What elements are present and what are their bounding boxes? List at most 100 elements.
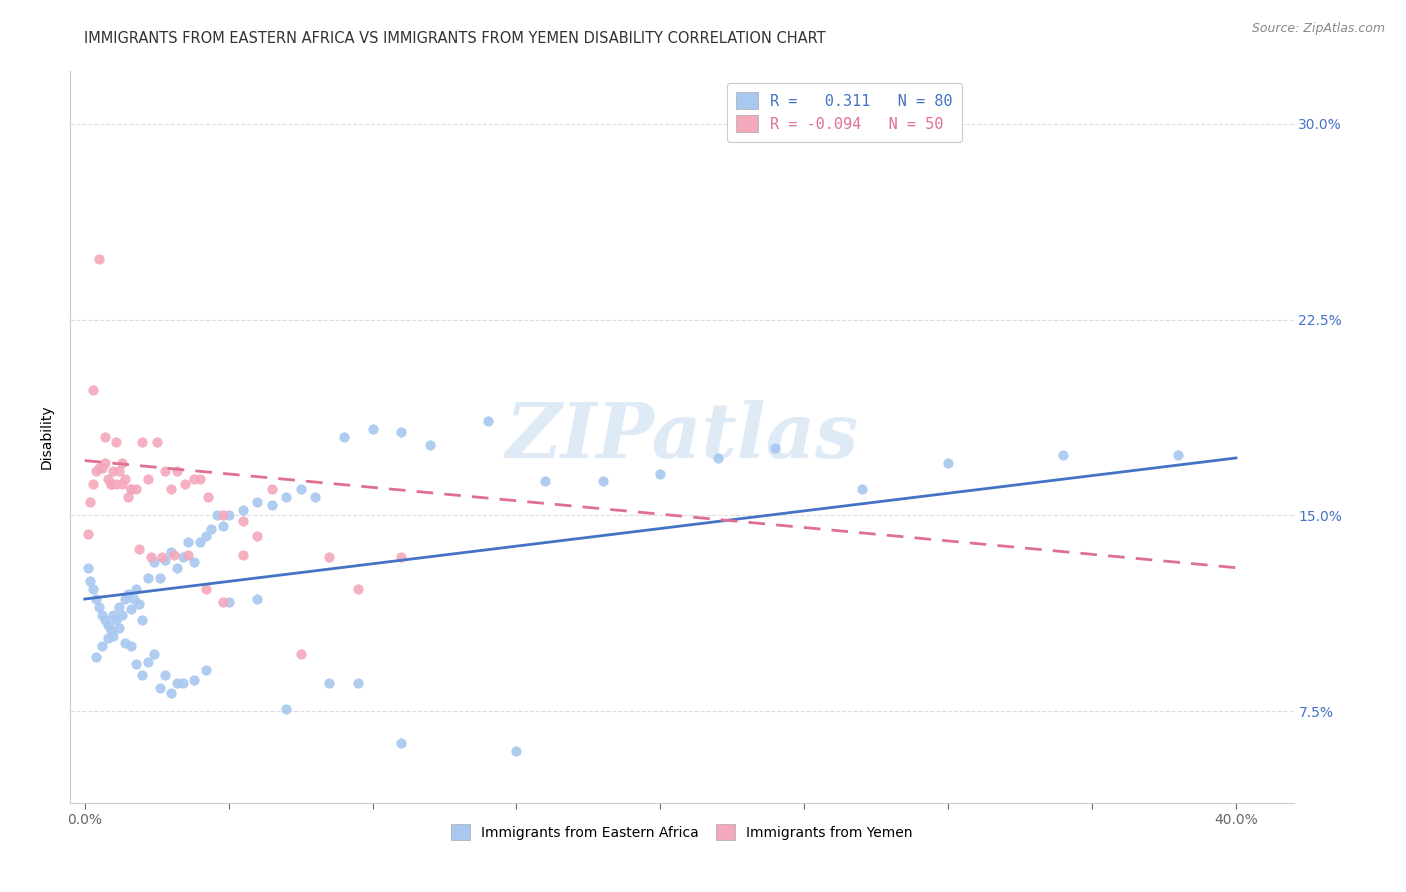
Point bbox=[211, 508, 233, 523]
Point bbox=[97, 632, 120, 646]
Point bbox=[290, 647, 312, 661]
Point bbox=[136, 472, 159, 486]
Point bbox=[211, 594, 233, 608]
Point bbox=[122, 592, 145, 607]
Point bbox=[1167, 449, 1189, 463]
Point bbox=[163, 548, 186, 562]
Point bbox=[97, 472, 120, 486]
Point bbox=[232, 503, 254, 517]
Point bbox=[347, 582, 370, 596]
Point bbox=[205, 508, 228, 523]
Point bbox=[82, 477, 104, 491]
Point bbox=[174, 477, 197, 491]
Point bbox=[108, 464, 131, 478]
Point bbox=[117, 490, 139, 504]
Point bbox=[650, 467, 672, 481]
Point bbox=[91, 607, 114, 622]
Point bbox=[100, 624, 122, 638]
Point bbox=[183, 472, 205, 486]
Point bbox=[361, 422, 384, 436]
Point bbox=[936, 456, 959, 470]
Point bbox=[166, 560, 188, 574]
Point bbox=[100, 477, 122, 491]
Point bbox=[111, 456, 134, 470]
Point bbox=[534, 475, 557, 489]
Point bbox=[160, 686, 183, 700]
Point bbox=[188, 534, 211, 549]
Point bbox=[97, 618, 120, 632]
Point bbox=[103, 464, 125, 478]
Point bbox=[108, 621, 131, 635]
Point bbox=[194, 663, 217, 677]
Point bbox=[318, 675, 340, 690]
Point bbox=[304, 490, 326, 504]
Point bbox=[232, 548, 254, 562]
Point bbox=[108, 599, 131, 614]
Point bbox=[246, 592, 269, 607]
Point bbox=[260, 498, 283, 512]
Text: IMMIGRANTS FROM EASTERN AFRICA VS IMMIGRANTS FROM YEMEN DISABILITY CORRELATION C: IMMIGRANTS FROM EASTERN AFRICA VS IMMIGR… bbox=[84, 31, 825, 46]
Point bbox=[389, 736, 412, 750]
Point bbox=[1052, 449, 1074, 463]
Text: Source: ZipAtlas.com: Source: ZipAtlas.com bbox=[1251, 22, 1385, 36]
Point bbox=[155, 464, 177, 478]
Point bbox=[155, 553, 177, 567]
Point bbox=[131, 667, 153, 682]
Point bbox=[128, 542, 150, 557]
Legend: Immigrants from Eastern Africa, Immigrants from Yemen: Immigrants from Eastern Africa, Immigran… bbox=[444, 817, 920, 847]
Point bbox=[87, 252, 110, 267]
Point bbox=[152, 550, 174, 565]
Point bbox=[91, 639, 114, 653]
Point bbox=[120, 602, 142, 616]
Point bbox=[91, 461, 114, 475]
Point bbox=[183, 673, 205, 687]
Point bbox=[194, 529, 217, 543]
Point bbox=[103, 629, 125, 643]
Point bbox=[172, 675, 194, 690]
Point bbox=[87, 599, 110, 614]
Point bbox=[114, 472, 136, 486]
Point bbox=[148, 681, 170, 695]
Point bbox=[290, 483, 312, 497]
Point bbox=[120, 483, 142, 497]
Point bbox=[145, 435, 167, 450]
Point bbox=[76, 560, 98, 574]
Point bbox=[131, 613, 153, 627]
Point bbox=[105, 477, 128, 491]
Point bbox=[87, 461, 110, 475]
Point bbox=[419, 438, 441, 452]
Point bbox=[183, 556, 205, 570]
Point bbox=[218, 508, 240, 523]
Point bbox=[84, 649, 107, 664]
Point bbox=[142, 556, 165, 570]
Point bbox=[139, 550, 162, 565]
Point bbox=[120, 639, 142, 653]
Point bbox=[111, 477, 134, 491]
Point bbox=[477, 414, 499, 428]
Point bbox=[172, 550, 194, 565]
Point bbox=[592, 475, 614, 489]
Point bbox=[125, 657, 148, 672]
Point bbox=[79, 495, 101, 509]
Point bbox=[94, 430, 117, 444]
Point bbox=[111, 607, 134, 622]
Point bbox=[136, 571, 159, 585]
Point bbox=[246, 529, 269, 543]
Point bbox=[218, 594, 240, 608]
Point bbox=[114, 636, 136, 650]
Point bbox=[125, 483, 148, 497]
Point bbox=[389, 425, 412, 439]
Point bbox=[114, 592, 136, 607]
Y-axis label: Disability: Disability bbox=[39, 405, 53, 469]
Point bbox=[160, 545, 183, 559]
Point bbox=[84, 592, 107, 607]
Point bbox=[332, 430, 354, 444]
Point bbox=[105, 613, 128, 627]
Point bbox=[347, 675, 370, 690]
Point bbox=[851, 483, 873, 497]
Point bbox=[84, 464, 107, 478]
Point bbox=[160, 483, 183, 497]
Point bbox=[103, 607, 125, 622]
Point bbox=[276, 702, 298, 716]
Point bbox=[188, 472, 211, 486]
